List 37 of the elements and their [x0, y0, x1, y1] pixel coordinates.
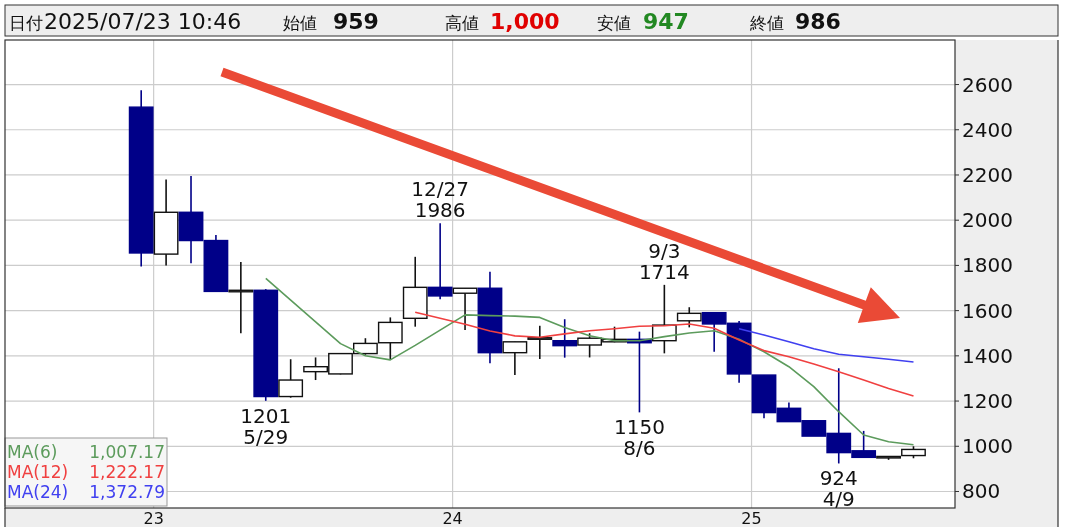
candlestick — [427, 222, 453, 301]
x-tick-label: 24 — [442, 509, 463, 527]
line-series — [738, 327, 915, 363]
candlestick — [552, 318, 578, 359]
text: 終値 — [749, 13, 784, 33]
text: 始値 — [283, 13, 317, 33]
y-tick-label: 2400 — [962, 117, 1013, 142]
y-tick-label: 800 — [962, 479, 1001, 504]
y-tick-label: 2000 — [962, 208, 1013, 233]
x-tick-label: 25 — [741, 509, 762, 527]
text: 日付 — [9, 13, 43, 33]
text: 959 — [333, 9, 379, 34]
text: 986 — [795, 9, 841, 34]
text: MA(6) — [7, 442, 58, 462]
candlestick — [377, 316, 403, 361]
candlestick — [452, 287, 478, 331]
y-tick-label: 1000 — [962, 434, 1013, 459]
text: MA(24) — [7, 482, 69, 502]
text: 安値 — [597, 13, 631, 33]
x-tick-label: 23 — [143, 509, 164, 527]
annotation: 1,372.79 — [89, 482, 165, 502]
text: 2025/07/23 10:46 — [44, 9, 242, 34]
text: 947 — [643, 9, 689, 34]
y-tick-label: 2600 — [962, 72, 1013, 97]
text: MA(12) — [7, 462, 69, 482]
annotation: 1,222.17 — [89, 462, 165, 482]
text: 高値 — [445, 13, 479, 33]
y-tick-label: 1800 — [962, 253, 1013, 278]
annotation: 1,007.17 — [89, 442, 165, 462]
y-tick-label: 1200 — [962, 389, 1013, 414]
y-tick-label: 1600 — [962, 298, 1013, 323]
candlestick — [278, 358, 304, 399]
candlestick — [502, 341, 528, 376]
y-tick-label: 1400 — [962, 343, 1013, 368]
y-tick-label: 2200 — [962, 162, 1013, 187]
candlestick — [676, 306, 702, 329]
text: 1,000 — [490, 9, 560, 34]
